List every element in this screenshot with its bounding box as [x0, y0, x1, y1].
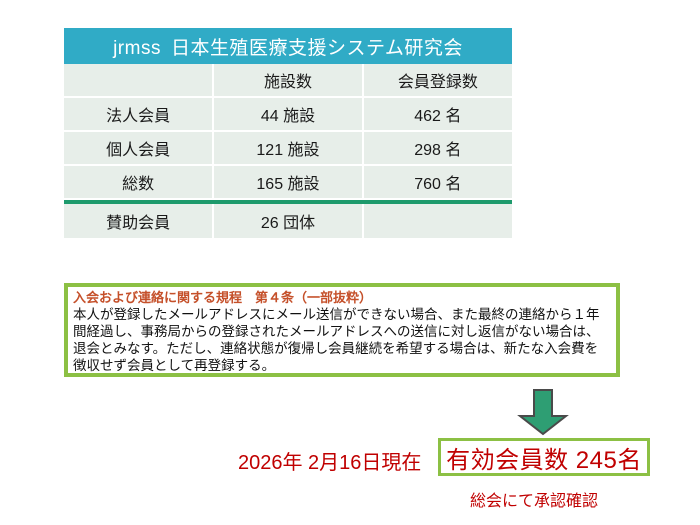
- column-header-members: 会員登録数: [362, 64, 512, 98]
- column-header-facilities: 施設数: [213, 64, 364, 98]
- active-member-count-value: 有効会員数 245名: [446, 446, 642, 474]
- table-title-row: jrmss 日本生殖医療支援システム研究会: [64, 28, 512, 64]
- column-header-blank: [64, 64, 215, 98]
- organization-name: 日本生殖医療支援システム研究会: [170, 37, 463, 59]
- regulation-excerpt-box: 入会および連絡に関する規程 第４条（一部抜粋） 本人が登録したメールアドレスにメ…: [64, 283, 620, 377]
- member-statistics-table: jrmss 日本生殖医療支援システム研究会 施設数 会員登録数 法人会員 44 施…: [64, 28, 512, 238]
- brand-name: jrmss: [113, 37, 161, 59]
- separator-bar: [64, 199, 512, 204]
- arrow-down-shape: [517, 389, 569, 436]
- row-label-total: 総数: [64, 165, 215, 200]
- table-row: 総数 165 施設 760 名: [64, 165, 512, 200]
- row-facilities-supporting: 26 団体: [213, 204, 364, 238]
- row-label-corporate: 法人会員: [64, 97, 215, 132]
- table-row: 賛助会員 26 団体: [64, 204, 512, 238]
- regulation-body-text: 本人が登録したメールアドレスにメール送信ができない場合、また最終の連絡から１年間…: [73, 307, 600, 373]
- table-row: 個人会員 121 施設 298 名: [64, 131, 512, 166]
- regulation-heading: 入会および連絡に関する規程 第４条（一部抜粋）: [73, 290, 373, 305]
- table-title: jrmss 日本生殖医療支援システム研究会: [64, 28, 512, 64]
- approval-note: 総会にて承認確認: [470, 493, 599, 510]
- as-of-date-label: 2026年 2月16日現在: [238, 452, 422, 474]
- row-facilities-total: 165 施設: [213, 165, 364, 200]
- table-separator-line: [64, 199, 512, 204]
- arrow-down-icon: [516, 388, 570, 436]
- row-members-corporate: 462 名: [362, 97, 512, 132]
- row-facilities-corporate: 44 施設: [213, 97, 364, 132]
- table-header-row: 施設数 会員登録数: [64, 64, 512, 98]
- row-members-supporting: [362, 204, 512, 238]
- row-facilities-individual: 121 施設: [213, 131, 364, 166]
- row-members-total: 760 名: [362, 165, 512, 200]
- row-label-individual: 個人会員: [64, 131, 215, 166]
- table-row: 法人会員 44 施設 462 名: [64, 97, 512, 132]
- row-label-supporting: 賛助会員: [64, 204, 215, 238]
- row-members-individual: 298 名: [362, 131, 512, 166]
- active-member-count-box: 有効会員数 245名: [438, 438, 650, 476]
